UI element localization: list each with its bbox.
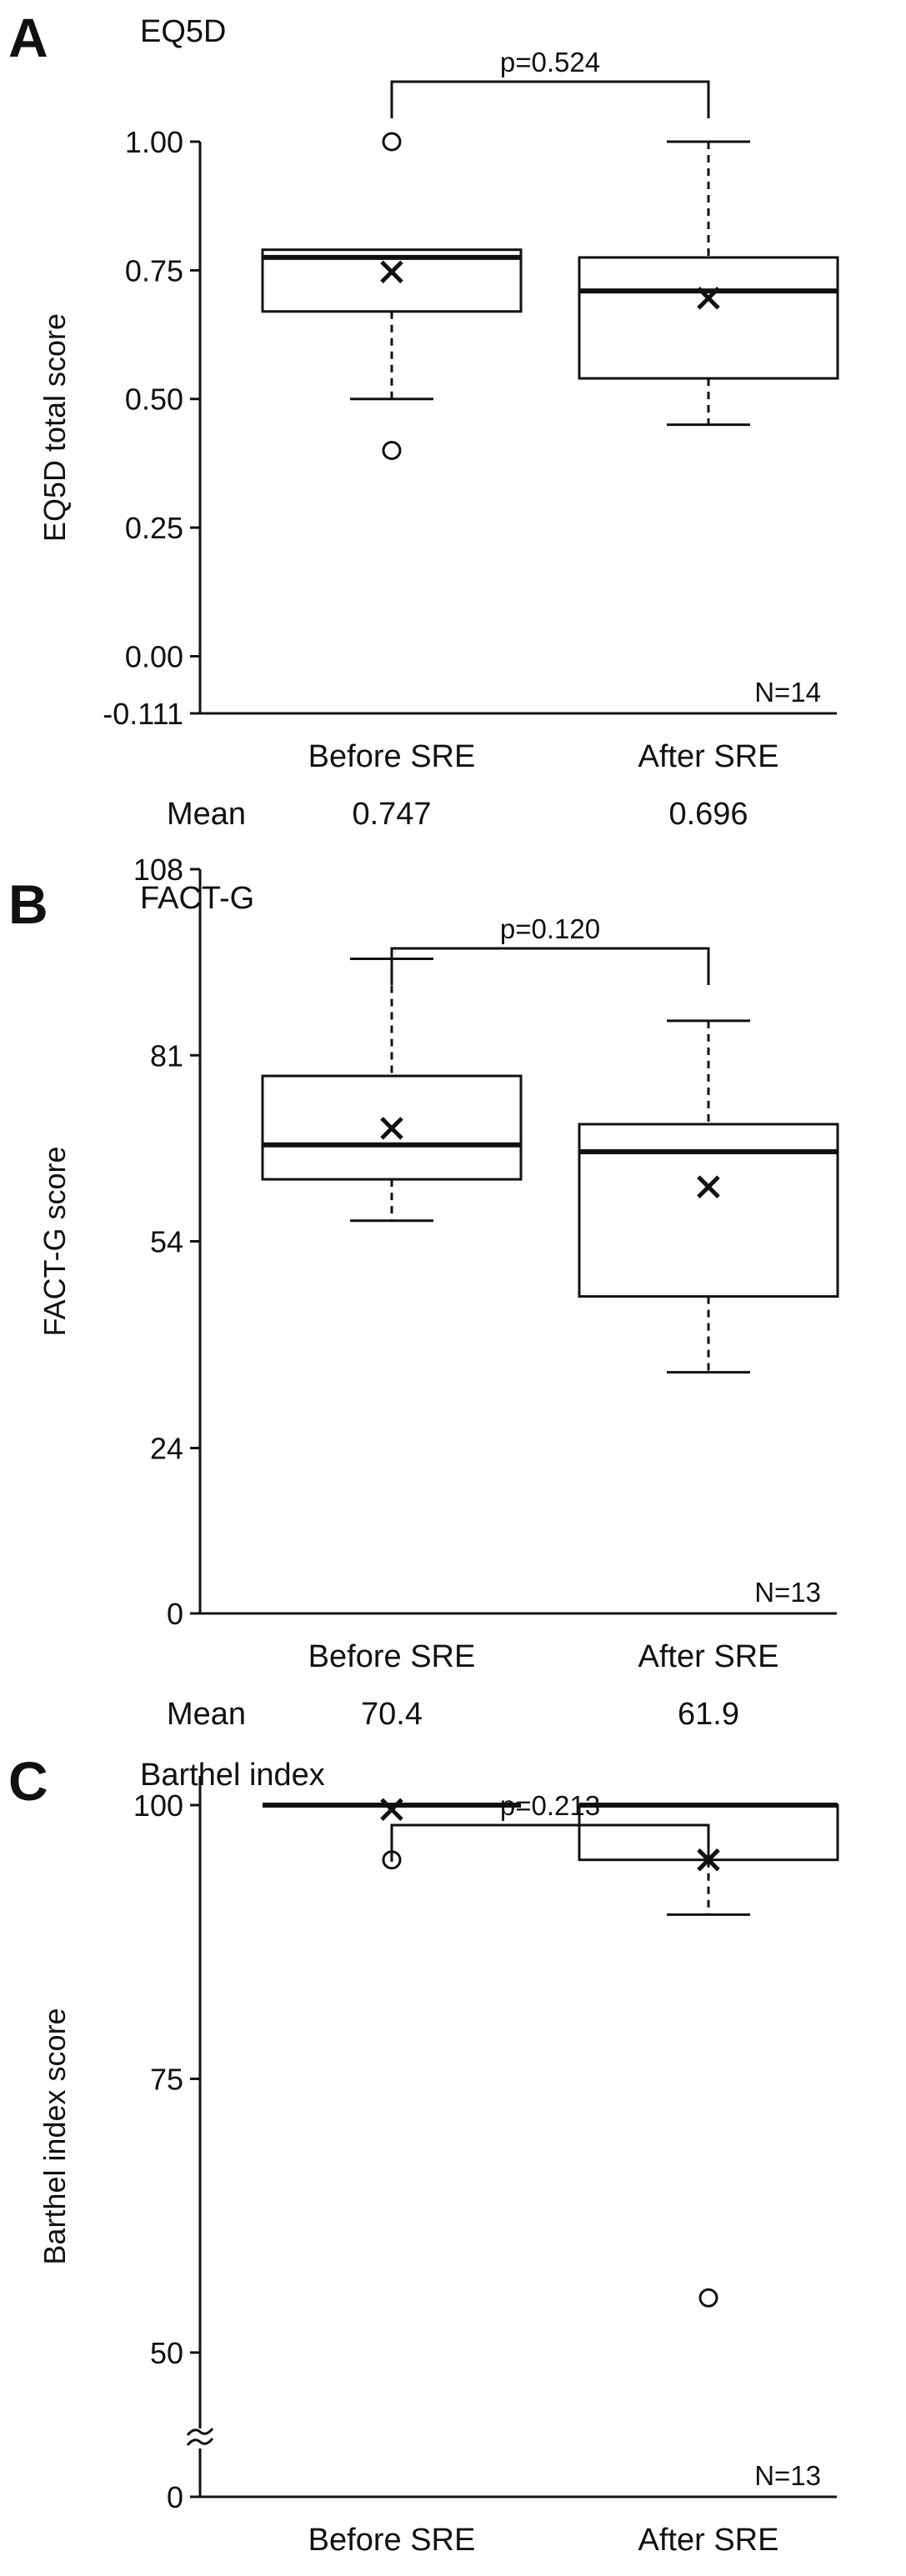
x-category-label: Before SRE <box>308 2523 476 2558</box>
panels-group: A EQ5D EQ5D total score -0.111 0.00 0.25 0.50 0… <box>8 7 839 2558</box>
box-iqr <box>261 1074 523 1181</box>
n-label: N=13 <box>754 1577 821 1608</box>
mean-value: 0.747 <box>352 797 431 832</box>
x-category-label: Before SRE <box>308 739 476 774</box>
y-tick-label: 0.75 <box>125 253 183 288</box>
y-axis-label: FACT-G score <box>38 1146 72 1336</box>
n-label: N=14 <box>754 677 821 708</box>
significance-bracket <box>390 80 710 118</box>
y-tick-label: 100 <box>133 1788 183 1823</box>
panel-b: B FACT-G FACT-G score 0 24 54 81 108 p=0.120 N=13… <box>8 853 839 1732</box>
y-tick-label: 1.00 <box>125 125 183 159</box>
chart-title: FACT-G <box>140 881 254 916</box>
y-tick-label: -0.111 <box>103 697 183 731</box>
mean-marker <box>697 1175 720 1198</box>
panel-letter: C <box>8 1750 48 1812</box>
y-tick-label: 0.25 <box>125 511 183 545</box>
axis-break-mark <box>186 2438 214 2446</box>
n-label: N=13 <box>754 2460 821 2491</box>
outlier-point <box>698 2288 718 2308</box>
mean-value: 0.696 <box>668 797 748 832</box>
x-category-label: After SRE <box>638 2523 779 2558</box>
panel-letter: B <box>8 873 48 935</box>
box-iqr <box>261 248 523 313</box>
mean-marker <box>380 1117 403 1140</box>
y-tick-label: 0 <box>167 1597 183 1631</box>
y-tick-label: 50 <box>150 2336 183 2370</box>
mean-marker <box>380 260 403 283</box>
mean-marker <box>697 286 720 310</box>
outlier-point <box>382 132 402 152</box>
y-tick-label: 108 <box>133 853 183 887</box>
chart-title: EQ5D <box>140 14 226 49</box>
mean-row-label: Mean <box>167 797 246 832</box>
p-value-label: p=0.120 <box>500 913 600 944</box>
y-tick-label: 0.50 <box>125 383 183 417</box>
p-value-label: p=0.524 <box>500 47 600 78</box>
outlier-point <box>382 440 402 460</box>
mean-value: 70.4 <box>361 1697 423 1732</box>
box-before <box>261 132 523 460</box>
mean-row-label: Mean <box>167 1697 246 1732</box>
y-tick-label: 0.00 <box>125 639 183 673</box>
box-iqr <box>578 256 839 380</box>
box-after <box>578 140 839 427</box>
box-iqr <box>578 1123 839 1298</box>
box-after <box>578 1019 839 1374</box>
axis-break-mark <box>186 2428 214 2436</box>
panel-a: A EQ5D EQ5D total score -0.111 0.00 0.25 0.50 0… <box>8 7 839 832</box>
y-axis-label: EQ5D total score <box>38 313 72 542</box>
y-tick-label: 75 <box>150 2062 183 2096</box>
y-tick-label: 81 <box>150 1038 183 1073</box>
y-tick-label: 54 <box>150 1225 183 1259</box>
chart-title: Barthel index <box>140 1758 325 1793</box>
y-tick-label: 0 <box>167 2480 183 2514</box>
x-category-label: Before SRE <box>308 1639 476 1674</box>
p-value-label: p=0.213 <box>500 1790 600 1821</box>
mean-value: 61.9 <box>678 1697 739 1732</box>
panel-c: C Barthel index Barthel index score 0 50 75 10… <box>8 1750 839 2558</box>
x-category-label: After SRE <box>638 739 779 774</box>
significance-bracket <box>390 1823 710 1862</box>
significance-bracket <box>390 947 710 985</box>
panel-letter: A <box>8 7 48 68</box>
mean-marker <box>380 1798 403 1822</box>
x-category-label: After SRE <box>638 1639 779 1674</box>
y-tick-label: 24 <box>150 1432 183 1466</box>
y-axis-label: Barthel index score <box>38 2008 72 2264</box>
